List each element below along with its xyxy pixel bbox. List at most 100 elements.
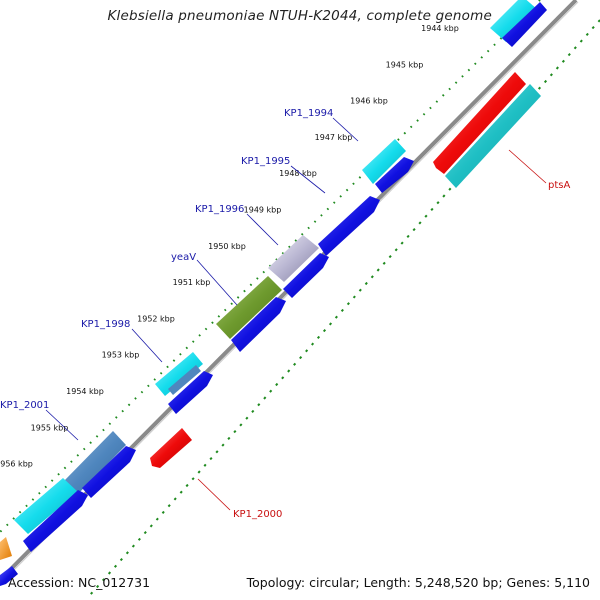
tick-dot (44, 485, 48, 489)
gene-arrow-kp1-2000 (150, 428, 192, 468)
tick-dot (422, 112, 426, 116)
tick-dot (25, 504, 28, 508)
tick-dot (243, 289, 246, 293)
tick-dot (101, 578, 106, 582)
tick-dot (209, 457, 213, 461)
tick-dot (461, 75, 464, 78)
kbp-tick-label: 1954 kbp (66, 387, 104, 396)
tick-dot (245, 416, 249, 420)
tick-dot (352, 182, 355, 186)
tick-dot (448, 87, 451, 91)
tick-dot (467, 68, 471, 72)
forward-outer-row (0, 0, 538, 560)
tick-dot (268, 264, 272, 268)
tick-dot (203, 463, 207, 467)
tick-dot (18, 510, 22, 514)
tick-dot (322, 329, 327, 333)
tick-dot (95, 435, 99, 438)
gene-box-kp1-1996 (268, 235, 319, 282)
tick-dot (311, 342, 315, 346)
tick-dot (256, 277, 259, 280)
tick-dot (288, 245, 291, 249)
tick-dot (388, 255, 392, 259)
gene-label-ptsa: ptsA (548, 180, 570, 191)
tick-dot (326, 207, 330, 211)
gene-label-kp1-1994: KP1_1994 (284, 108, 333, 119)
tick-dot (159, 371, 163, 375)
tick-dot (486, 49, 490, 53)
tick-dot (275, 382, 279, 387)
cds-arrow-2 (375, 157, 414, 193)
tick-dot (221, 443, 225, 447)
tick-dot (204, 327, 208, 331)
tick-dot (370, 275, 374, 279)
tick-dot (134, 397, 137, 400)
tick-dot (185, 346, 189, 350)
tick-dot (12, 517, 16, 520)
tick-dot (300, 232, 304, 236)
tick-dot (233, 430, 237, 434)
tick-dot (299, 356, 303, 360)
tick-dot (63, 466, 67, 470)
tick-dot (172, 359, 176, 362)
gene-box-kp1-1998 (155, 352, 203, 396)
cds-arrow-5 (231, 297, 286, 352)
cds-arrow-6 (168, 371, 213, 414)
tick-dot (358, 176, 362, 179)
tick-dot (257, 403, 261, 407)
cds-arrow-9 (0, 566, 18, 586)
tick-dot (567, 53, 571, 57)
tick-dot (263, 396, 267, 400)
tick-dot (239, 423, 243, 427)
tick-dot (435, 100, 439, 103)
tick-dot (287, 369, 291, 373)
kbp-tick-label: 1948 kbp (279, 169, 317, 178)
tick-dot (307, 226, 310, 230)
tick-dot (227, 436, 231, 440)
tick-dot (155, 517, 159, 521)
tick-dot (555, 66, 559, 70)
kbp-tick-label: 1947 kbp (315, 133, 353, 142)
forward-inner-row (0, 2, 547, 586)
tick-dot (90, 591, 94, 595)
gene-box-edge-orange (0, 537, 12, 560)
tick-dot (340, 308, 344, 312)
tick-dot (173, 497, 177, 501)
genome-summary-label: Topology: circular; Length: 5,248,520 bp… (246, 575, 590, 590)
kbp-tick-label: 1950 kbp (208, 242, 246, 251)
tick-dot (561, 59, 565, 63)
tick-dots-outer (0, 0, 541, 533)
tick-dot (441, 94, 445, 97)
tick-dot (454, 81, 458, 84)
tick-dot (346, 302, 350, 306)
tick-dot (137, 537, 141, 541)
tick-dot (406, 234, 410, 238)
tick-dot (305, 349, 309, 353)
tick-dot (70, 460, 73, 463)
kbp-tick-label: 1944 kbp (421, 24, 459, 33)
tick-dot (179, 490, 183, 494)
cds-arrow-4 (283, 253, 329, 298)
tick-dot (89, 441, 92, 444)
tick-dot (293, 362, 297, 366)
gene-label-kp1-1996: KP1_1996 (195, 204, 244, 215)
tick-dot (113, 564, 118, 568)
tick-dot (121, 409, 124, 413)
gene-label-group: KP1_1994 KP1_1995 KP1_1996 yeaV KP1_1998… (0, 108, 570, 520)
tick-dot (217, 315, 221, 318)
tick-dot (57, 472, 60, 476)
kbp-tick-label: 1955 kbp (31, 423, 69, 432)
tick-dot (493, 43, 496, 47)
tick-dot (223, 308, 227, 312)
tick-dot (573, 46, 577, 50)
tick-dot (197, 470, 201, 474)
gene-label-kp1-1998: KP1_1998 (81, 319, 130, 330)
tick-dot (166, 365, 169, 369)
tick-dot (38, 491, 41, 495)
tick-dot (76, 454, 80, 457)
tick-dot (131, 544, 135, 548)
tick-dot (332, 201, 336, 204)
tick-dot (281, 251, 285, 255)
tick-dot (339, 195, 342, 198)
tick-dot (394, 248, 398, 252)
